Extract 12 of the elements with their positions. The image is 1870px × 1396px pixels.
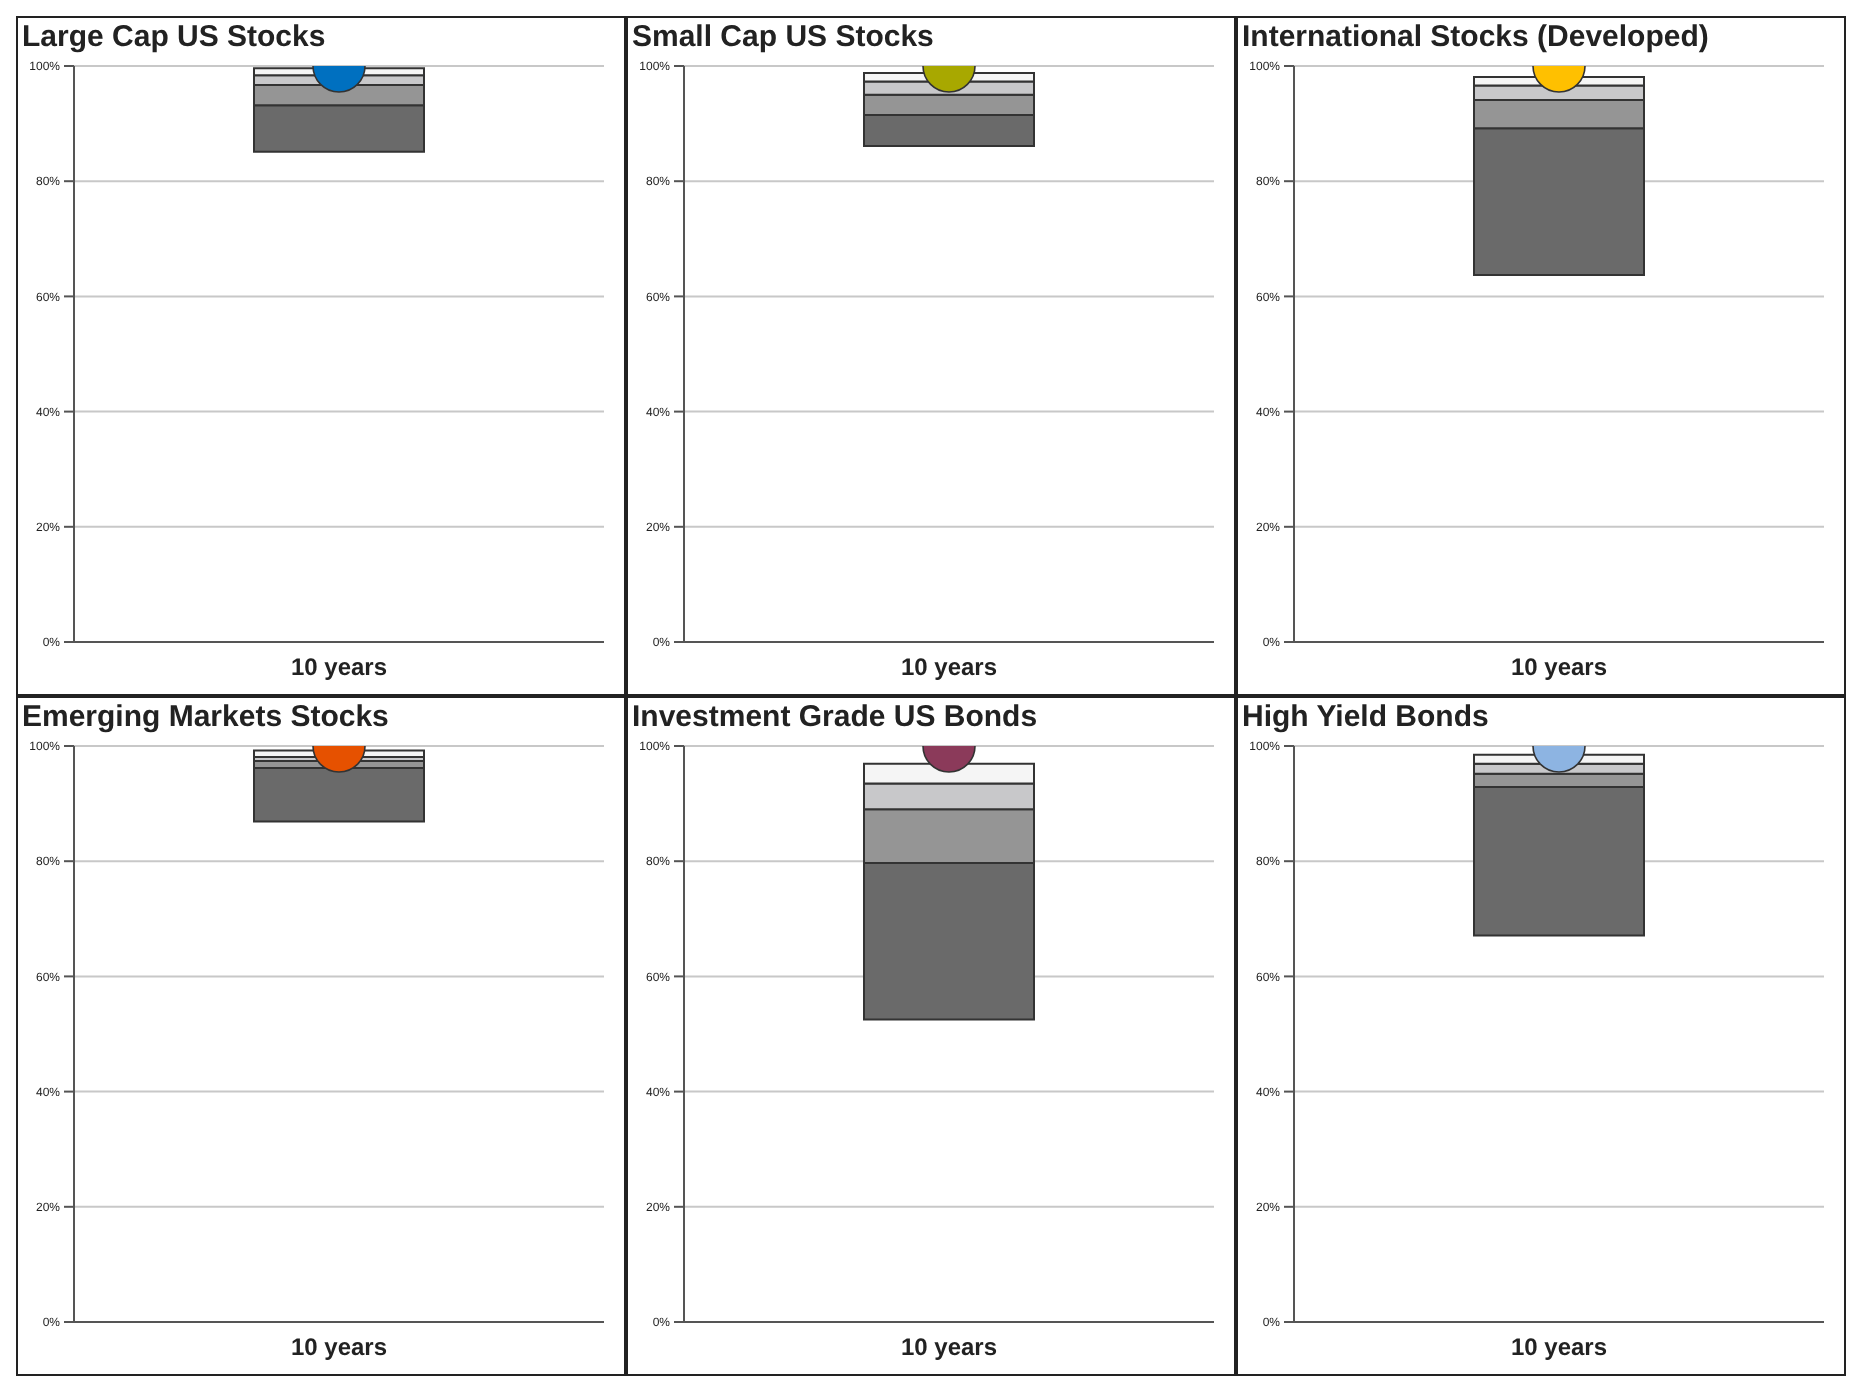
x-tick-label: 10 years [290, 653, 388, 682]
chart-title: Small Cap US Stocks [632, 20, 934, 54]
x-tick-label: 10 years [290, 1333, 388, 1362]
x-tick-label: 10 years [1510, 653, 1608, 682]
x-tick-label: 10 years [900, 1333, 998, 1362]
x-tick-label: 10 years [1510, 1333, 1608, 1362]
chart-title: Emerging Markets Stocks [22, 700, 389, 734]
chart-title: International Stocks (Developed) [1242, 20, 1709, 54]
chart-title: High Yield Bonds [1242, 700, 1489, 734]
chart-title: Large Cap US Stocks [22, 20, 326, 54]
chart-title: Investment Grade US Bonds [632, 700, 1038, 734]
x-tick-label: 10 years [900, 653, 998, 682]
